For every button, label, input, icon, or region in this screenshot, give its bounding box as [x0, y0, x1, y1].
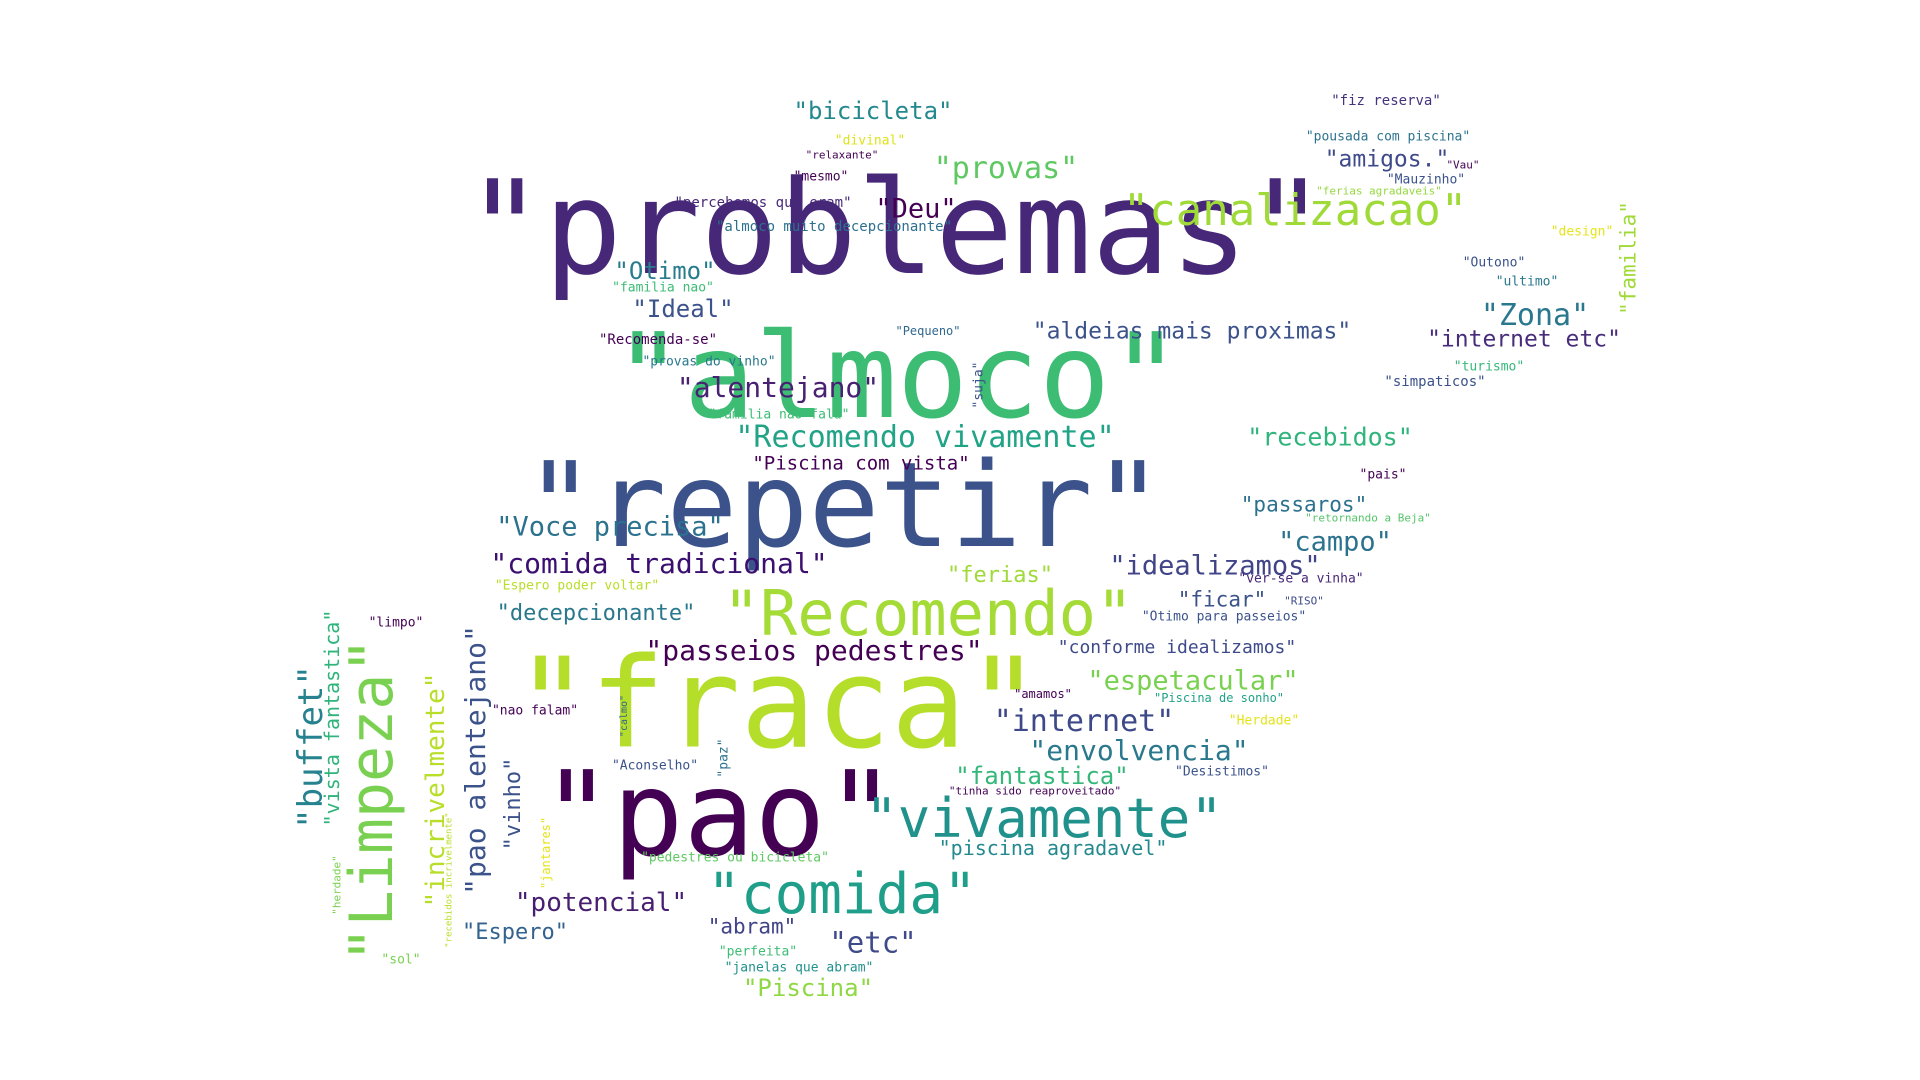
word: "Zona" [1480, 298, 1590, 333]
word: "Mauzinho" [1386, 172, 1466, 188]
word: "decepcionante" [496, 601, 696, 626]
word: "ferias agradaveis" [1316, 184, 1442, 198]
word: "fantastica" [955, 762, 1129, 790]
word: "piscina agradavel" [938, 836, 1168, 860]
word: "Outono" [1462, 255, 1526, 271]
word: "divinal" [834, 133, 906, 149]
word: "Recomendo vivamente" [735, 420, 1115, 455]
word: "relaxante" [805, 148, 879, 162]
word: "repetir" [524, 436, 1164, 574]
word: "canalizacao" [1122, 185, 1468, 236]
word: "Otimo" [614, 257, 716, 285]
word: "RISO" [1284, 594, 1324, 608]
word: "ultimo" [1495, 274, 1559, 290]
word: "sol" [381, 952, 421, 968]
word: "abram" [707, 914, 797, 939]
word: "simpaticos" [1384, 374, 1486, 390]
word: "tinha sido reaproveitado" [948, 784, 1122, 798]
word: "pao" [541, 745, 897, 883]
word: "calmo" [619, 694, 630, 738]
word: "jantares" [539, 816, 553, 890]
word: "recebidos" [1247, 422, 1413, 452]
word: "vivamente" [865, 787, 1223, 850]
word: "Limpeza" [337, 637, 407, 963]
word: "Otimo para passeios" [1141, 609, 1307, 625]
word: "familia nao" [612, 280, 714, 296]
word: "Piscina de sonho" [1153, 691, 1285, 705]
word: "provas" [933, 151, 1079, 186]
word: "design" [1550, 224, 1614, 240]
word: "problemas" [465, 152, 1327, 304]
word: "vista fantastica" [320, 609, 344, 827]
word: "internet etc" [1427, 326, 1621, 353]
word: "etc" [829, 925, 917, 960]
word: "ficar" [1177, 587, 1267, 612]
word: "amamos" [1014, 687, 1072, 701]
word: "idealizamos" [1109, 550, 1321, 582]
word: "campo" [1278, 526, 1392, 558]
word: "passaros" [1240, 492, 1368, 517]
word: "almoco" [612, 307, 1182, 445]
word: "conforme idealizamos" [1057, 637, 1297, 658]
word: "vinho" [501, 757, 526, 851]
word: "internet" [993, 704, 1175, 739]
word: "Desistimos" [1175, 764, 1269, 780]
word: "paz" [716, 738, 732, 778]
word: "Recomendo" [722, 577, 1134, 650]
word: "Aconselho" [611, 758, 699, 774]
word: "ferias" [947, 563, 1053, 588]
word: "comida tradicional" [490, 547, 828, 580]
word: "Pequeno" [895, 324, 961, 338]
word: "mesmo" [793, 169, 849, 185]
word: "perfeita" [718, 944, 798, 960]
word: "pedestres ou bicicleta" [641, 850, 829, 866]
word: "provas do vinho" [642, 354, 776, 370]
word: "janelas que abram" [724, 960, 874, 976]
word: "Espero" [462, 920, 568, 945]
word: "almoco muito decepcionante" [715, 219, 953, 235]
word: "recebidos incrivelmente" [444, 812, 455, 948]
word: "herdade" [330, 855, 344, 915]
word: "fiz reserva" [1331, 93, 1441, 109]
word: "turismo" [1453, 359, 1525, 375]
word: "retornando a Beja" [1305, 511, 1431, 525]
word: "Espero poder voltar" [494, 578, 660, 594]
word: "espetacular" [1087, 665, 1299, 697]
word: "percebemos que eram" [674, 195, 852, 211]
word: "Ideal" [632, 295, 734, 323]
word: "alentejano" [676, 371, 880, 404]
word: "aldeias mais proximas" [1032, 318, 1352, 345]
word: "Piscina" [742, 974, 874, 1002]
word: "potencial" [514, 888, 688, 918]
word: "familia nao fala" [708, 407, 850, 423]
word: "Recomenda-se" [598, 332, 718, 348]
word: "Piscina com vista" [752, 452, 970, 475]
word: "pais" [1359, 467, 1407, 483]
word: "envolvencia" [1029, 734, 1249, 767]
word: "ver-se a vinha" [1238, 571, 1364, 587]
word: "pao alentejano" [459, 625, 492, 895]
word: "Vau" [1446, 158, 1480, 172]
word: "bicicleta" [793, 97, 953, 125]
word: "nao falam" [491, 703, 579, 719]
word: "familia" [1616, 201, 1641, 315]
word: "limpo" [368, 615, 424, 631]
word: "comida" [707, 862, 977, 927]
word: "pousada com piscina" [1305, 129, 1471, 145]
word: "Herdade" [1228, 713, 1300, 729]
word: "passeios pedestres" [645, 634, 983, 667]
word: "amigos." [1324, 146, 1450, 173]
word: "suja" [971, 361, 987, 409]
word: "Voce precisa" [496, 511, 724, 543]
word: "fraca" [514, 631, 1042, 777]
word: "Deu" [875, 193, 957, 225]
